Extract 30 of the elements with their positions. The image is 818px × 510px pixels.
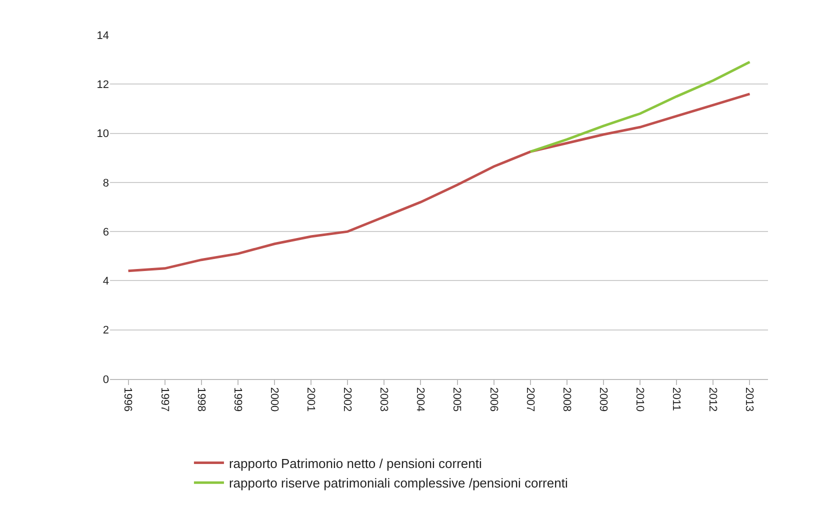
line-series xyxy=(529,60,751,153)
line-series xyxy=(127,92,751,272)
x-tick-label: 2007 xyxy=(524,387,536,412)
legend-label: rapporto riserve patrimoniali complessive /pensioni correnti xyxy=(228,476,568,491)
x-tick-label: 2003 xyxy=(378,387,390,412)
x-tick-label: 2011 xyxy=(670,387,682,411)
x-tick-label: 2004 xyxy=(414,387,426,412)
x-tick-label: 2005 xyxy=(450,387,463,412)
x-tick-label: 2009 xyxy=(596,387,609,412)
x-tick-label: 2010 xyxy=(633,387,646,412)
x-tick-label: 2012 xyxy=(706,387,719,412)
x-tick-label: 1996 xyxy=(122,387,134,412)
x-tick-label: 2006 xyxy=(487,387,500,412)
y-tick-label: 4 xyxy=(102,276,109,288)
y-tick-label: 12 xyxy=(96,78,109,91)
y-tick-label: 10 xyxy=(96,128,109,140)
x-tick-label: 2000 xyxy=(268,387,280,412)
x-tick-label: 2013 xyxy=(743,387,756,412)
x-tick-label: 2001 xyxy=(304,387,316,412)
x-tick-label: 1997 xyxy=(158,387,170,412)
y-tick-label: 2 xyxy=(102,324,109,337)
x-tick-label: 1998 xyxy=(194,387,207,412)
y-tick-label: 14 xyxy=(96,30,109,42)
y-tick-label: 8 xyxy=(102,177,109,190)
legend-label: rapporto Patrimonio netto / pensioni correnti xyxy=(228,456,482,471)
x-tick-label: 2002 xyxy=(341,387,354,412)
x-tick-label: 1999 xyxy=(231,387,244,412)
y-tick-label: 0 xyxy=(102,374,109,386)
y-tick-label: 6 xyxy=(102,226,109,238)
x-tick-label: 2008 xyxy=(560,387,572,412)
